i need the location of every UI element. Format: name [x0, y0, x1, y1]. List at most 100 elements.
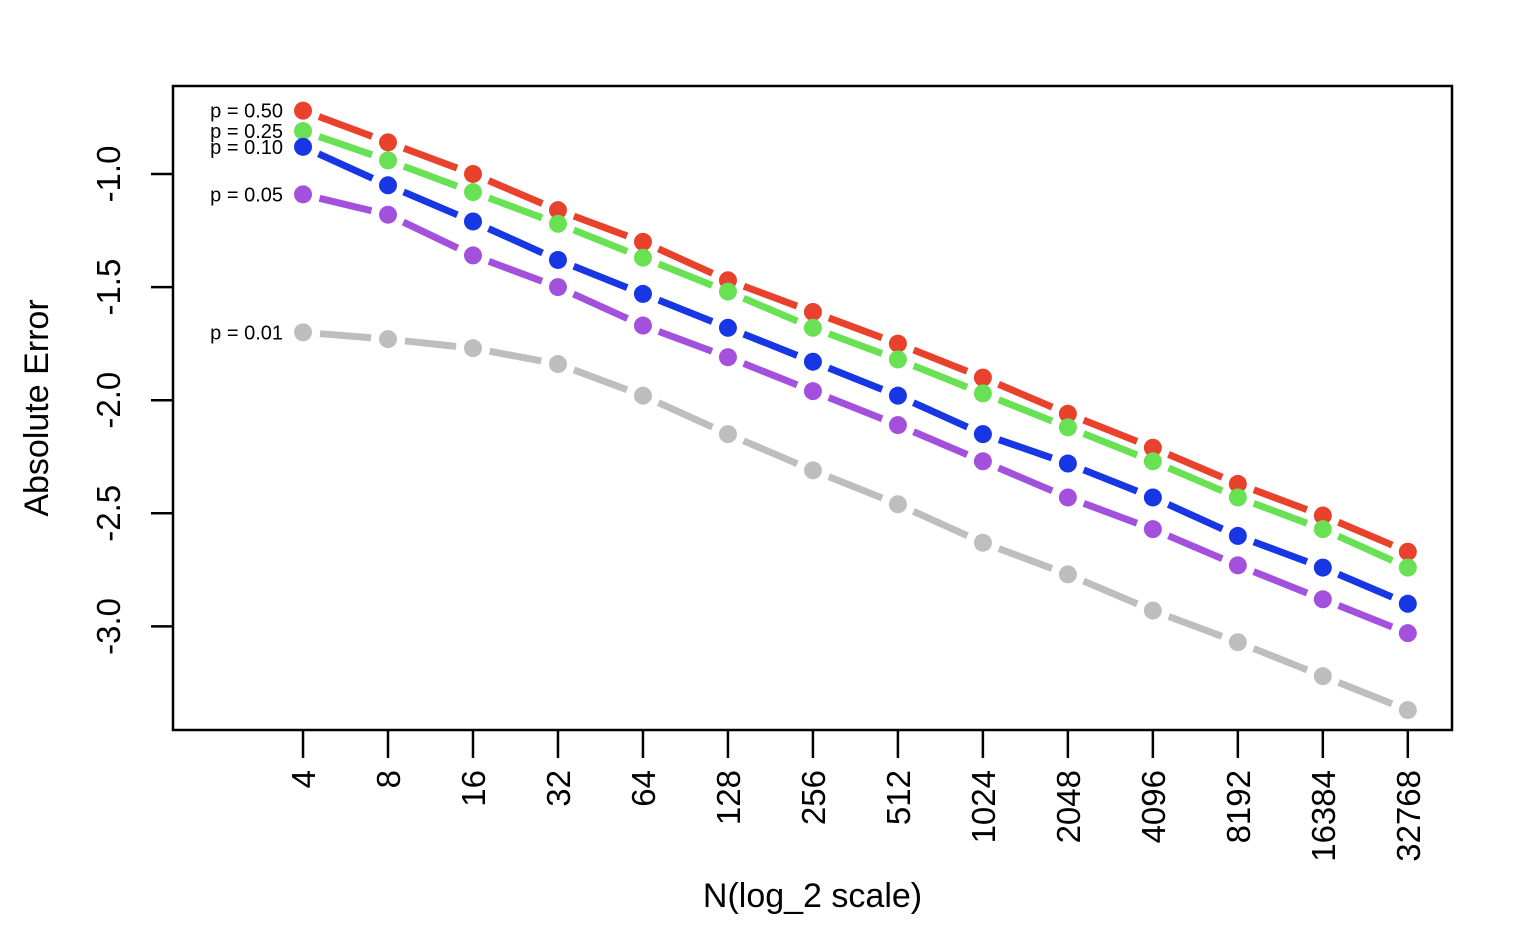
data-point — [379, 176, 398, 195]
data-point — [1058, 404, 1077, 423]
data-point — [803, 382, 822, 401]
x-tick-label: 64 — [625, 770, 662, 807]
data-point — [1398, 558, 1417, 577]
y-tick-label: -1.5 — [90, 259, 127, 316]
series-dash — [742, 282, 799, 310]
data-point — [379, 151, 398, 170]
series-dash — [657, 328, 714, 355]
series-dash — [657, 245, 714, 277]
data-point — [1228, 556, 1247, 575]
data-point — [463, 339, 482, 358]
series-dash — [1167, 464, 1224, 495]
series-dash — [657, 296, 714, 325]
series-dash — [911, 508, 969, 539]
series-dash — [997, 381, 1054, 411]
data-point — [633, 386, 652, 405]
series-dash — [572, 263, 629, 291]
data-point — [1398, 542, 1417, 561]
series-dash — [1167, 613, 1224, 640]
series-dash — [997, 436, 1053, 462]
x-tick-label: 32768 — [1390, 770, 1427, 862]
series-dash — [572, 212, 629, 240]
series-dash — [1252, 568, 1309, 597]
data-point — [463, 183, 482, 202]
series-dash — [742, 437, 799, 467]
series-dash — [1167, 532, 1224, 562]
data-point — [803, 302, 822, 321]
series-dash — [657, 399, 714, 431]
data-point — [718, 318, 737, 337]
series-dash — [742, 295, 799, 325]
series-p0-05 — [294, 185, 1417, 643]
series-dash — [572, 226, 629, 255]
data-point — [379, 133, 398, 152]
series-dash — [911, 399, 969, 431]
x-tick-label: 8 — [370, 770, 407, 788]
data-point — [1143, 520, 1162, 539]
series-dash — [1166, 501, 1224, 533]
legend-label: p = 0.25 — [210, 121, 283, 143]
data-point — [888, 386, 907, 405]
data-point — [548, 355, 567, 374]
data-point — [973, 384, 992, 403]
series-dash — [572, 366, 629, 394]
x-tick-label: 4 — [285, 770, 322, 788]
series-dash — [317, 150, 374, 182]
x-tick-label: 1024 — [965, 770, 1002, 843]
series-dash — [487, 258, 544, 285]
data-point — [1143, 438, 1162, 457]
series-dash — [1082, 500, 1139, 527]
data-point — [1398, 624, 1417, 643]
series-dash — [1336, 532, 1394, 564]
y-tick-label: -3.0 — [90, 598, 127, 655]
data-point — [633, 232, 652, 251]
data-point — [1058, 565, 1077, 584]
series-dash — [401, 218, 460, 252]
x-tick-label: 16384 — [1305, 770, 1342, 862]
data-point — [633, 248, 652, 267]
series-dash — [319, 330, 372, 342]
y-tick-label: -2.0 — [90, 372, 127, 429]
series-dash — [1082, 430, 1139, 459]
data-point — [1398, 594, 1417, 613]
series-dash — [402, 163, 459, 190]
x-axis-title: N(log_2 scale) — [703, 877, 922, 915]
data-point — [718, 348, 737, 367]
data-point — [379, 330, 398, 349]
data-point — [1143, 488, 1162, 507]
data-point — [294, 323, 313, 342]
series-dash — [1337, 519, 1394, 549]
data-point — [973, 368, 992, 387]
series-dash — [487, 225, 544, 257]
y-tick-label: -2.5 — [90, 485, 127, 542]
data-point — [548, 214, 567, 233]
series-dash — [997, 464, 1054, 495]
legend-label: p = 0.50 — [210, 101, 283, 123]
series-dash — [318, 194, 373, 215]
series-dash — [487, 177, 544, 207]
series-dash — [1082, 466, 1139, 495]
legend-label: p = 0.10 — [210, 137, 283, 159]
data-point — [803, 352, 822, 371]
data-point — [888, 416, 907, 435]
series-dash — [317, 133, 374, 159]
series-dash — [1337, 602, 1394, 631]
x-tick-label: 32 — [540, 770, 577, 807]
x-tick-label: 2048 — [1050, 770, 1087, 843]
series-p0-10 — [294, 137, 1417, 613]
series-dash — [1337, 679, 1394, 708]
series-dash — [997, 545, 1054, 572]
series-dash — [402, 144, 459, 172]
data-point — [463, 246, 482, 265]
x-tick-label: 8192 — [1220, 770, 1257, 843]
series-dash — [1252, 486, 1309, 513]
x-tick-label: 256 — [795, 770, 832, 825]
data-point — [973, 533, 992, 552]
data-point — [294, 122, 313, 141]
series-dash — [487, 194, 544, 222]
series-dash — [404, 337, 457, 350]
data-point — [888, 334, 907, 353]
data-point — [973, 452, 992, 471]
